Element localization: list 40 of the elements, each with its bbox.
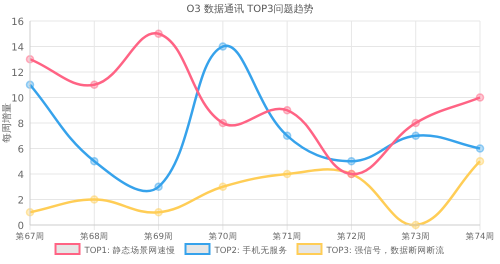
y-axis-title: 每周增量 — [1, 103, 13, 143]
x-tick-label: 第68周 — [80, 231, 109, 242]
point — [411, 132, 420, 140]
chart-title: O3 数据通讯 TOP3问题趋势 — [186, 3, 314, 15]
point — [154, 182, 163, 191]
x-tick-label: 第67周 — [16, 231, 44, 242]
legend-label: TOP1: 静态场景网速慢 — [84, 245, 176, 256]
x-tick-label: 第71周 — [272, 231, 302, 242]
y-tick-label: 2 — [18, 196, 24, 206]
point — [90, 195, 99, 204]
y-tick-label: 0 — [18, 221, 24, 232]
point — [218, 182, 228, 191]
point — [476, 144, 484, 153]
legend-label: TOP2: 手机无服务 — [214, 245, 288, 256]
point — [476, 93, 484, 102]
y-tick-label: 6 — [18, 144, 24, 156]
point — [282, 132, 292, 140]
x-tick-label: 第74周 — [466, 231, 494, 242]
y-tick-label: 14 — [11, 42, 24, 54]
y-tick-label: 16 — [11, 17, 24, 28]
y-tick-label: 8 — [18, 119, 24, 130]
x-tick-label: 第73周 — [401, 231, 430, 242]
point — [90, 157, 99, 166]
x-tick-label: 第70周 — [208, 231, 238, 242]
point — [282, 106, 292, 114]
point — [411, 118, 420, 128]
point — [154, 208, 163, 216]
y-tick-label: 12 — [11, 68, 24, 79]
x-tick-label: 第72周 — [337, 231, 366, 242]
legend-label: TOP3: 强信号，数据断网断流 — [325, 245, 444, 256]
y-tick-label: 10 — [11, 94, 24, 104]
point — [154, 30, 163, 38]
point — [218, 42, 228, 51]
point — [282, 170, 292, 178]
point — [218, 118, 228, 128]
y-tick-label: 4 — [18, 170, 24, 181]
point — [90, 80, 99, 89]
point — [347, 157, 356, 166]
x-tick-label: 第69周 — [144, 231, 173, 242]
point — [476, 157, 484, 166]
